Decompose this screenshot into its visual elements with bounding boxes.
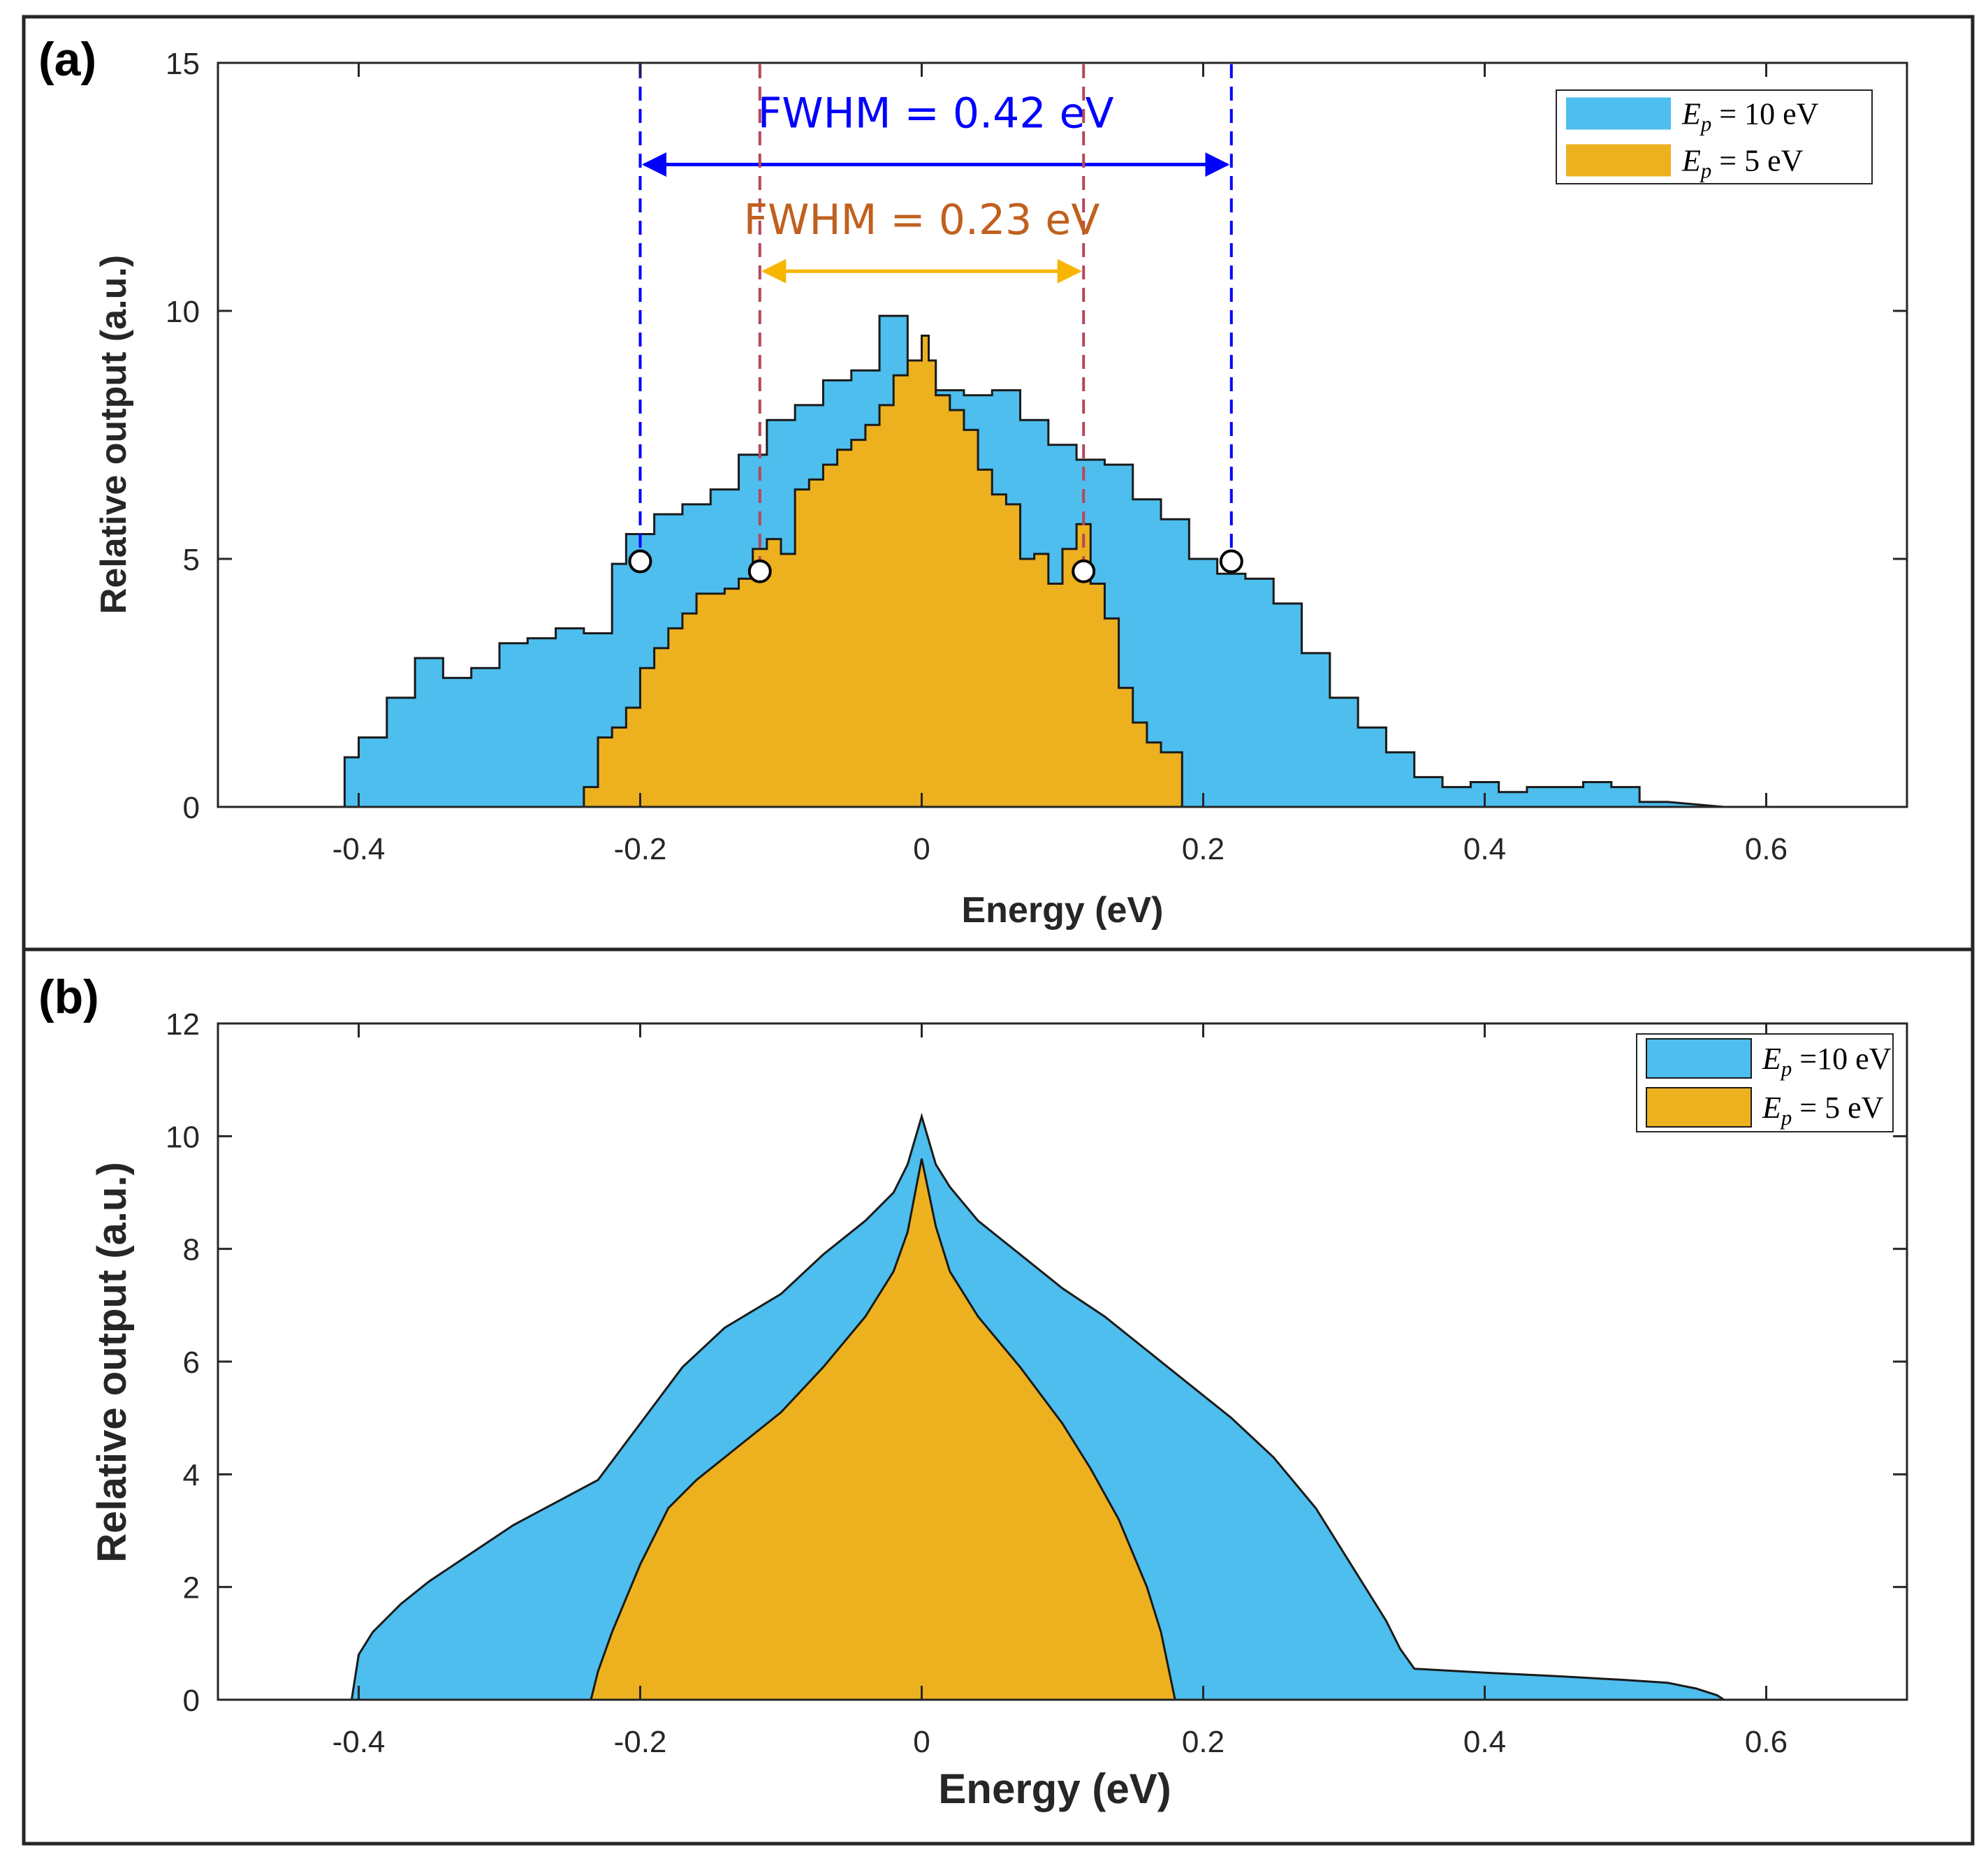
y-axis-label-a: Relative output (a.u.) bbox=[94, 255, 134, 614]
series-area-b-1 bbox=[590, 1158, 1177, 1701]
legend-entry-a-1: Ep = 5 eV bbox=[1681, 144, 1804, 183]
half-max-point-0-right bbox=[1219, 549, 1243, 574]
fwhm-label-1: FWHM = 0.23 eV bbox=[744, 196, 1100, 245]
half-max-point-1-right bbox=[1072, 559, 1096, 583]
ticks-layer-b: -0.4 -0.2 0 0.2 0.4 0.6 0 2 4 6 8 10 12 bbox=[166, 1007, 1907, 1759]
legend-swatch-a-1 bbox=[1566, 144, 1671, 177]
x-tick-label-b-0: -0.4 bbox=[332, 1725, 386, 1759]
x-axis-label-a: Energy (eV) bbox=[962, 890, 1164, 931]
panel-label-b: (b) bbox=[38, 970, 99, 1023]
legend-a: Ep = 10 eV Ep = 5 eV bbox=[1556, 89, 1873, 184]
x-tick-label-a-4: 0.4 bbox=[1463, 832, 1506, 866]
legend-entry-b-0: Ep =10 eV bbox=[1762, 1042, 1892, 1081]
y-tick-label-b-1: 2 bbox=[183, 1571, 200, 1605]
series-layer-b bbox=[350, 1112, 1728, 1701]
panel-label-a: (a) bbox=[38, 33, 96, 86]
y-tick-label-a-2: 10 bbox=[166, 295, 200, 329]
x-tick-label-b-3: 0.2 bbox=[1182, 1725, 1225, 1759]
x-tick-label-b-5: 0.6 bbox=[1745, 1725, 1788, 1759]
y-tick-label-a-1: 5 bbox=[183, 543, 200, 577]
y-tick-label-b-6: 12 bbox=[166, 1007, 200, 1042]
axes-box-a bbox=[217, 61, 1908, 808]
y-axis-label-b: Relative output (a.u.) bbox=[89, 1162, 135, 1563]
x-tick-label-b-1: -0.2 bbox=[614, 1725, 667, 1759]
y-tick-label-b-2: 4 bbox=[183, 1458, 200, 1492]
x-tick-label-a-1: -0.2 bbox=[614, 832, 667, 866]
legend-b: Ep =10 eV Ep = 5 eV bbox=[1636, 1033, 1894, 1132]
x-tick-label-a-5: 0.6 bbox=[1745, 832, 1788, 866]
y-tick-label-b-4: 8 bbox=[183, 1233, 200, 1267]
y-tick-label-a-3: 15 bbox=[166, 47, 200, 81]
legend-entry-b-1: Ep = 5 eV bbox=[1762, 1091, 1884, 1130]
chart-panel-b: (b) -0.4 -0.2 0 0.2 0.4 0.6 0 2 4 6 8 10 12 Energy (… bbox=[38, 970, 1908, 1812]
y-tick-label-b-0: 0 bbox=[183, 1684, 200, 1718]
x-tick-label-b-2: 0 bbox=[913, 1725, 930, 1759]
legend-entry-a-0: Ep = 10 eV bbox=[1681, 97, 1819, 136]
y-tick-label-b-5: 10 bbox=[166, 1120, 200, 1154]
x-tick-label-b-4: 0.4 bbox=[1463, 1725, 1506, 1759]
fwhm-label-0: FWHM = 0.42 eV bbox=[758, 89, 1114, 138]
x-tick-label-a-2: 0 bbox=[913, 832, 930, 866]
half-max-point-1-left bbox=[747, 559, 772, 583]
x-axis-label-b: Energy (eV) bbox=[938, 1765, 1171, 1812]
y-tick-label-b-3: 6 bbox=[183, 1346, 200, 1380]
legend-swatch-a-0 bbox=[1566, 97, 1671, 130]
series-layer-a bbox=[343, 314, 1725, 808]
x-tick-label-a-0: -0.4 bbox=[332, 832, 386, 866]
fwhm-layer-a: FWHM = 0.42 eV FWHM = 0.23 eV bbox=[628, 64, 1243, 583]
half-max-point-0-left bbox=[628, 549, 652, 574]
ticks-layer-a: -0.4 -0.2 0 0.2 0.4 0.6 0 5 10 15 bbox=[166, 47, 1907, 866]
legend-swatch-b-0 bbox=[1646, 1038, 1752, 1079]
y-tick-label-a-0: 0 bbox=[183, 791, 200, 825]
x-tick-label-a-3: 0.2 bbox=[1182, 832, 1225, 866]
legend-swatch-b-1 bbox=[1646, 1087, 1752, 1128]
